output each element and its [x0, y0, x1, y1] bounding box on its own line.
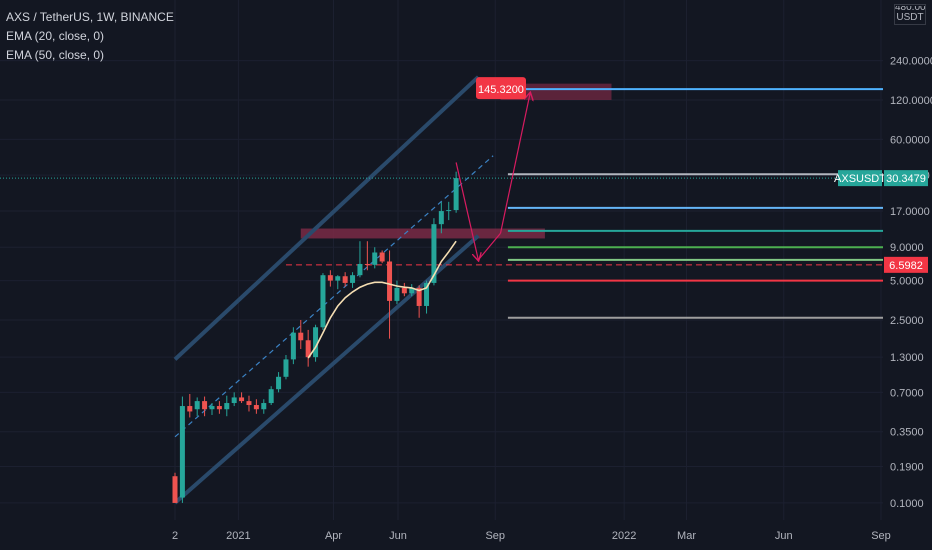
- y-tick-label: 0.1900: [890, 461, 924, 473]
- x-tick-label: Sep: [485, 530, 505, 542]
- y-tick-label: 0.3500: [890, 427, 924, 439]
- x-tick-label: 2021: [226, 530, 250, 542]
- x-tick-label: Sep: [871, 530, 891, 542]
- candle-body: [231, 397, 237, 404]
- legend-ema50[interactable]: EMA (50, close, 0): [6, 48, 105, 62]
- last-price-tag: [884, 170, 928, 187]
- axis-top-partial: 480.0000: [895, 6, 925, 12]
- candle-body: [172, 476, 178, 503]
- x-tick-label: Jun: [775, 530, 793, 542]
- candle-body: [261, 403, 267, 410]
- resistance-zone: [300, 228, 545, 239]
- channel-lower-line: [173, 234, 480, 505]
- projection-segment: [455, 162, 478, 259]
- projection-segment: [477, 232, 501, 261]
- x-tick-label: Mar: [677, 530, 696, 542]
- candle-body: [364, 263, 370, 265]
- support-price-label: 6.5982: [889, 260, 923, 272]
- y-tick-label: 0.1000: [890, 498, 924, 510]
- y-tick-label: 0.7000: [890, 387, 924, 399]
- trend-channel: [173, 75, 494, 505]
- candle-body: [313, 327, 319, 358]
- y-tick-label: 2.5000: [890, 315, 924, 327]
- candle-body: [305, 340, 311, 358]
- candle-body: [416, 287, 422, 306]
- price-tags: 145.3200 AXSUSDT 30.3479 6.5982: [476, 77, 928, 273]
- x-tick-label: 2022: [612, 530, 636, 542]
- candle-body: [253, 405, 259, 410]
- candle-body: [239, 397, 245, 402]
- y-tick-label: 9.0000: [890, 242, 924, 254]
- last-price-label: 30.3479: [886, 173, 926, 185]
- support-price-tag: [884, 256, 928, 273]
- candle-body: [224, 403, 230, 410]
- candle-body: [187, 406, 193, 412]
- candle-body: [453, 178, 459, 211]
- chart-legend: AXS / TetherUS, 1W, BINANCE EMA (20, clo…: [6, 8, 174, 65]
- candle-body: [320, 275, 326, 328]
- candle-body: [216, 406, 222, 410]
- candle-body: [268, 389, 274, 404]
- candle-body: [446, 210, 452, 212]
- legend-symbol[interactable]: AXS / TetherUS, 1W, BINANCE: [6, 10, 174, 24]
- candle-body: [387, 261, 393, 301]
- symbol-tag-label: AXSUSDT: [834, 173, 886, 185]
- ema20-line: [307, 240, 457, 359]
- candle-body: [209, 406, 215, 410]
- candle-body: [431, 224, 437, 283]
- projection-segment: [499, 93, 531, 234]
- price-axis[interactable]: 0.1000 0.1900 0.3500 0.7000 1.3000 2.5000 5.00…: [890, 56, 932, 510]
- candle-body: [179, 406, 185, 498]
- channel-middle-line: [174, 155, 494, 438]
- target-price-box: [476, 77, 526, 100]
- grid-lines: [0, 0, 883, 520]
- x-tick-label: Jun: [389, 530, 407, 542]
- candle-body: [276, 376, 282, 390]
- y-tick-label: 240.0000: [890, 56, 932, 68]
- candle-body: [194, 401, 200, 410]
- candle-body: [246, 401, 252, 406]
- candle-body: [335, 276, 341, 281]
- candle-body: [350, 275, 356, 283]
- target-price-label: 145.3200: [478, 84, 524, 96]
- y-tick-label: 120.0000: [890, 95, 932, 107]
- candle-body: [372, 252, 378, 265]
- y-tick-label: 5.0000: [890, 276, 924, 288]
- y-tick-label: 1.3000: [890, 352, 924, 364]
- horizontal-levels: [0, 88, 883, 319]
- candle-body: [424, 282, 430, 306]
- zones: [300, 83, 612, 239]
- legend-ema20[interactable]: EMA (20, close, 0): [6, 29, 105, 43]
- y-tick-label: 60.0000: [890, 134, 930, 146]
- candle-body: [357, 263, 363, 276]
- candle-body: [327, 275, 333, 281]
- candlesticks: [172, 171, 459, 503]
- candle-body: [290, 332, 296, 360]
- candle-body: [409, 287, 415, 294]
- y-tick-label: 17.0000: [890, 206, 930, 218]
- x-tick-label: 2: [172, 530, 178, 542]
- ema-line: [307, 240, 457, 359]
- channel-upper-line: [173, 75, 480, 361]
- projection-path: [455, 93, 531, 261]
- candle-body: [283, 359, 289, 377]
- candle-body: [342, 276, 348, 283]
- candle-body: [298, 332, 304, 341]
- x-tick-label: Apr: [325, 530, 342, 542]
- candle-body: [438, 211, 444, 225]
- candle-body: [401, 287, 407, 294]
- time-axis[interactable]: 2 2021 Apr Jun Sep 2022 Mar Jun Sep: [172, 530, 891, 542]
- symbol-tag: [838, 170, 882, 187]
- candle-body: [202, 401, 208, 410]
- candle-body: [394, 287, 400, 301]
- axis-unit-label: USDT: [896, 12, 924, 23]
- axis-unit[interactable]: 480.0000 USDT: [894, 4, 926, 25]
- candle-body: [379, 252, 385, 262]
